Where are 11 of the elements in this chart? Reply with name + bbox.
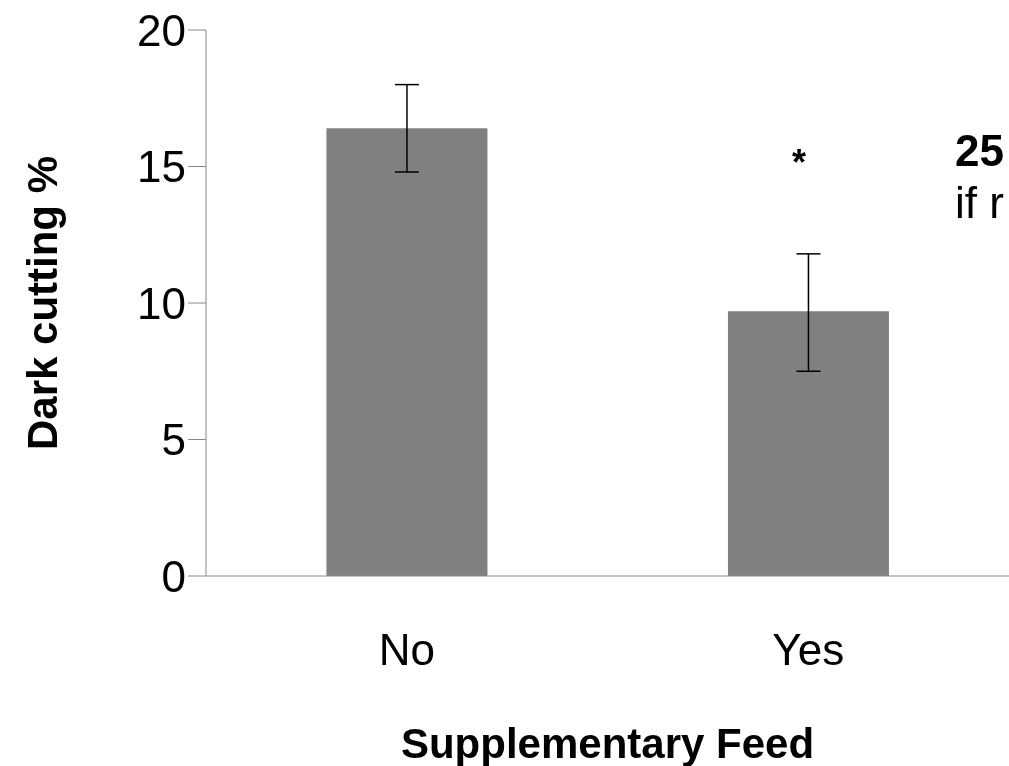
- x-tick-label: No: [378, 625, 435, 675]
- y-tick-label: 15: [137, 142, 186, 192]
- x-tick-label: Yes: [772, 625, 845, 675]
- y-tick-label: 0: [161, 551, 186, 601]
- y-axis-title: Dark cutting %: [18, 155, 66, 451]
- annotation: if r: [955, 178, 1004, 228]
- y-tick-label: 5: [161, 415, 186, 465]
- y-tick-label: 10: [137, 278, 186, 328]
- annotation: *: [792, 141, 807, 185]
- annotation: 25: [955, 126, 1004, 176]
- y-tick-label: 20: [137, 5, 186, 55]
